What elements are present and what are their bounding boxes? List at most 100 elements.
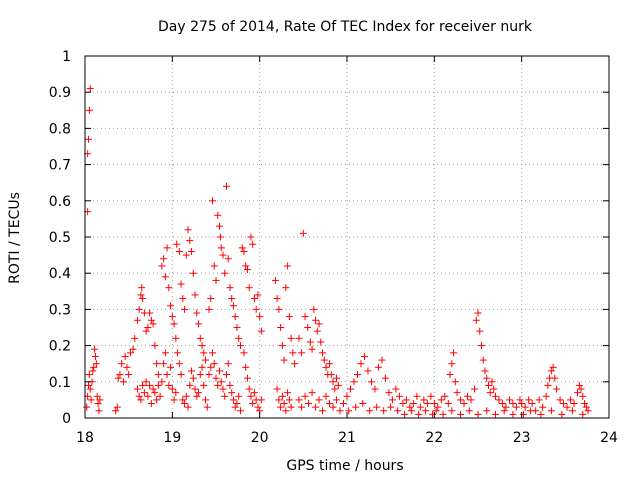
data-point — [491, 392, 499, 400]
data-point — [179, 295, 187, 303]
data-point — [167, 363, 175, 371]
y-tick-label: 0.3 — [49, 302, 71, 318]
data-point — [189, 269, 197, 277]
data-point — [474, 410, 482, 418]
data-point — [488, 378, 496, 386]
data-point — [177, 371, 185, 379]
data-point — [215, 222, 223, 230]
data-point — [254, 291, 262, 299]
data-point — [481, 367, 489, 375]
y-tick-label: 0.7 — [49, 158, 71, 174]
data-point — [193, 392, 201, 400]
y-tick-label: 0.5 — [49, 230, 71, 246]
x-axis-ticks: 18 19 20 21 22 23 24 — [76, 56, 618, 446]
data-point — [432, 407, 440, 415]
data-point — [236, 342, 244, 350]
data-point — [165, 381, 173, 389]
data-point — [429, 410, 437, 418]
data-point — [305, 400, 313, 408]
data-point — [210, 262, 218, 270]
x-tick-label: 18 — [76, 430, 94, 446]
data-point — [85, 106, 93, 114]
data-point — [408, 407, 416, 415]
data-point — [409, 400, 417, 408]
data-point — [90, 363, 98, 371]
data-point — [388, 396, 396, 404]
data-point — [465, 407, 473, 415]
data-point — [285, 313, 293, 321]
data-point — [236, 407, 244, 415]
data-point — [345, 407, 353, 415]
data-point — [326, 360, 334, 368]
data-point — [448, 360, 456, 368]
data-point — [205, 371, 213, 379]
data-point — [381, 374, 389, 382]
data-point — [301, 392, 309, 400]
data-point — [215, 367, 223, 375]
data-point — [196, 371, 204, 379]
data-point — [142, 378, 150, 386]
data-point — [371, 385, 379, 393]
data-point — [205, 305, 213, 313]
data-point — [476, 327, 484, 335]
data-point — [202, 396, 210, 404]
data-point — [184, 403, 192, 411]
data-point — [112, 407, 120, 415]
data-point — [353, 371, 361, 379]
data-point — [385, 389, 393, 397]
data-point — [439, 410, 447, 418]
data-point — [500, 407, 508, 415]
data-point — [479, 356, 487, 364]
data-point — [209, 349, 217, 357]
data-point — [472, 316, 480, 324]
data-point — [312, 403, 320, 411]
data-point — [116, 371, 124, 379]
data-point — [168, 313, 176, 321]
data-point — [317, 338, 325, 346]
data-point — [203, 403, 211, 411]
data-point — [231, 313, 239, 321]
data-point — [457, 396, 465, 404]
data-point — [399, 400, 407, 408]
data-point — [114, 374, 122, 382]
data-point — [359, 400, 367, 408]
data-point — [121, 352, 129, 360]
data-point — [139, 381, 147, 389]
data-point — [392, 385, 400, 393]
data-point — [250, 295, 258, 303]
data-point — [551, 374, 559, 382]
data-point — [125, 371, 133, 379]
data-point — [574, 389, 582, 397]
data-point — [147, 316, 155, 324]
data-point — [282, 284, 290, 292]
data-point — [174, 349, 182, 357]
data-point — [182, 251, 190, 259]
data-point — [526, 407, 534, 415]
data-point — [252, 305, 260, 313]
data-points — [83, 85, 592, 418]
data-point — [198, 342, 206, 350]
data-point — [477, 342, 485, 350]
data-point — [518, 400, 526, 408]
data-point — [158, 378, 166, 386]
data-point — [312, 316, 320, 324]
data-point — [113, 403, 121, 411]
data-point — [277, 324, 285, 331]
data-point — [352, 403, 360, 411]
data-point — [94, 400, 102, 408]
data-point — [308, 389, 316, 397]
data-point — [415, 410, 423, 418]
y-tick-label: 0 — [62, 411, 71, 427]
data-point — [235, 392, 243, 400]
data-point — [581, 400, 589, 408]
data-point — [360, 352, 368, 360]
data-point — [273, 385, 281, 393]
data-point — [254, 403, 262, 411]
data-point — [336, 407, 344, 415]
y-tick-label: 0.2 — [49, 339, 71, 355]
data-point — [467, 396, 475, 404]
data-point — [163, 244, 171, 252]
data-point — [422, 407, 430, 415]
x-tick-label: 20 — [251, 430, 269, 446]
data-point — [484, 381, 492, 389]
